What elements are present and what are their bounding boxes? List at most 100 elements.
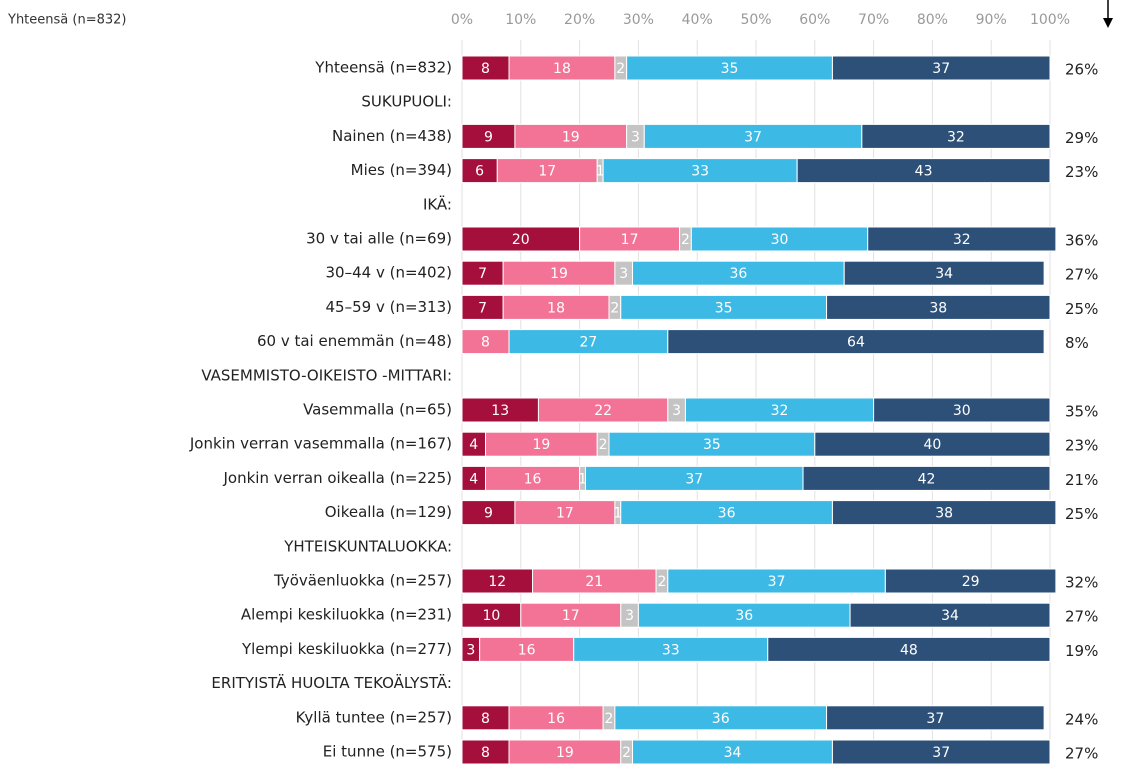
data-label: 38	[935, 506, 953, 522]
data-label: 16	[524, 471, 542, 487]
data-label: 35	[703, 437, 721, 453]
category-label: 30–44 v (n=402)	[326, 264, 453, 282]
total-label: 25%	[1065, 505, 1098, 523]
data-label: 48	[900, 642, 918, 658]
category-label: Mies (n=394)	[351, 161, 452, 179]
category-label: Jonkin verran vasemmalla (n=167)	[189, 435, 452, 453]
data-label: 2	[605, 711, 614, 727]
x-tick-label: 10%	[505, 12, 536, 28]
data-label: 3	[466, 642, 475, 658]
data-label: 17	[562, 608, 580, 624]
data-label: 17	[538, 164, 556, 180]
total-label: 27%	[1065, 608, 1098, 626]
data-label: 64	[847, 335, 865, 351]
bar-segment	[573, 636, 769, 662]
category-label: VASEMMISTO-OIKEISTO -MITTARI:	[201, 366, 452, 384]
category-label: Jonkin verran oikealla (n=225)	[222, 469, 452, 487]
category-label: Nainen (n=438)	[332, 127, 452, 145]
category-label: Yhteensä (n=832)	[314, 59, 452, 77]
bar-segment	[861, 123, 1051, 149]
x-tick-label: 100%	[1030, 12, 1070, 28]
bar-segment	[667, 568, 886, 594]
arrow	[1103, 0, 1113, 28]
bar-segment	[684, 397, 875, 423]
bar-segment	[579, 226, 681, 252]
bar-segment	[485, 431, 598, 457]
bar-segment	[831, 500, 1057, 526]
x-tick-label: 0%	[451, 12, 473, 28]
data-label: 37	[926, 711, 944, 727]
bar-segment	[667, 329, 1045, 355]
data-label: 2	[616, 61, 625, 77]
bar-segment	[826, 294, 1051, 320]
category-label: SUKUPUOLI:	[361, 93, 452, 111]
chart-subtitle: Yhteensä (n=832)	[7, 13, 126, 28]
total-label: 21%	[1065, 471, 1098, 489]
data-label: 19	[550, 266, 568, 282]
x-tick-label: 80%	[917, 12, 948, 28]
data-label: 2	[599, 437, 608, 453]
bar-segment	[502, 260, 616, 286]
data-label: 33	[691, 164, 709, 180]
x-tick-label: 50%	[740, 12, 771, 28]
x-tick-label: 60%	[799, 12, 830, 28]
bar-segment	[814, 431, 1051, 457]
total-label: 24%	[1065, 710, 1098, 728]
data-label: 30	[953, 403, 971, 419]
bar-segment	[461, 55, 510, 81]
data-label: 42	[918, 471, 936, 487]
data-label: 32	[953, 232, 971, 248]
data-label: 34	[935, 266, 953, 282]
bar-segment	[508, 329, 669, 355]
total-label: 35%	[1065, 403, 1098, 421]
data-label: 22	[594, 403, 612, 419]
data-label: 17	[556, 506, 574, 522]
bar-segment	[461, 260, 504, 286]
category-label: Oikealla (n=129)	[325, 503, 452, 521]
bar-segment	[461, 397, 539, 423]
bar-segment	[496, 158, 598, 184]
x-tick-label: 30%	[623, 12, 654, 28]
data-label: 8	[481, 745, 490, 761]
data-label: 36	[735, 608, 753, 624]
data-label: 3	[631, 129, 640, 145]
bar-segment	[461, 602, 522, 628]
bar-segment	[867, 226, 1057, 252]
data-label: 2	[681, 232, 690, 248]
bar-segment	[873, 397, 1051, 423]
data-label: 27	[580, 335, 598, 351]
x-tick-label: 40%	[682, 12, 713, 28]
category-label: ERITYISTÄ HUOLTA TEKOÄLYSTÄ:	[211, 673, 452, 692]
data-label: 32	[947, 129, 965, 145]
x-tick-label: 70%	[858, 12, 889, 28]
data-label: 40	[923, 437, 941, 453]
data-label: 37	[685, 471, 703, 487]
data-label: 4	[469, 471, 478, 487]
data-label: 19	[532, 437, 550, 453]
bar-segment	[537, 397, 669, 423]
data-label: 36	[712, 711, 730, 727]
data-label: 6	[475, 164, 484, 180]
data-label: 9	[484, 129, 493, 145]
data-label: 16	[518, 642, 536, 658]
bar-segment	[614, 705, 828, 731]
bar-segment	[461, 500, 516, 526]
category-label: Ei tunne (n=575)	[323, 743, 452, 761]
data-label: 7	[478, 266, 487, 282]
bar-segment	[508, 55, 616, 81]
data-label: 9	[484, 506, 493, 522]
bar-segment	[637, 602, 851, 628]
data-label: 18	[553, 61, 571, 77]
data-label: 18	[547, 300, 565, 316]
bar-segment	[884, 568, 1057, 594]
category-label: 45–59 v (n=313)	[326, 298, 453, 316]
data-label: 36	[718, 506, 736, 522]
category-label: Ylempi keskiluokka (n=277)	[241, 640, 452, 658]
bar-segment	[620, 294, 828, 320]
bar-segment	[461, 739, 510, 765]
data-label: 37	[768, 574, 786, 590]
data-label: 19	[562, 129, 580, 145]
total-label: 23%	[1065, 437, 1098, 455]
data-label: 8	[481, 711, 490, 727]
